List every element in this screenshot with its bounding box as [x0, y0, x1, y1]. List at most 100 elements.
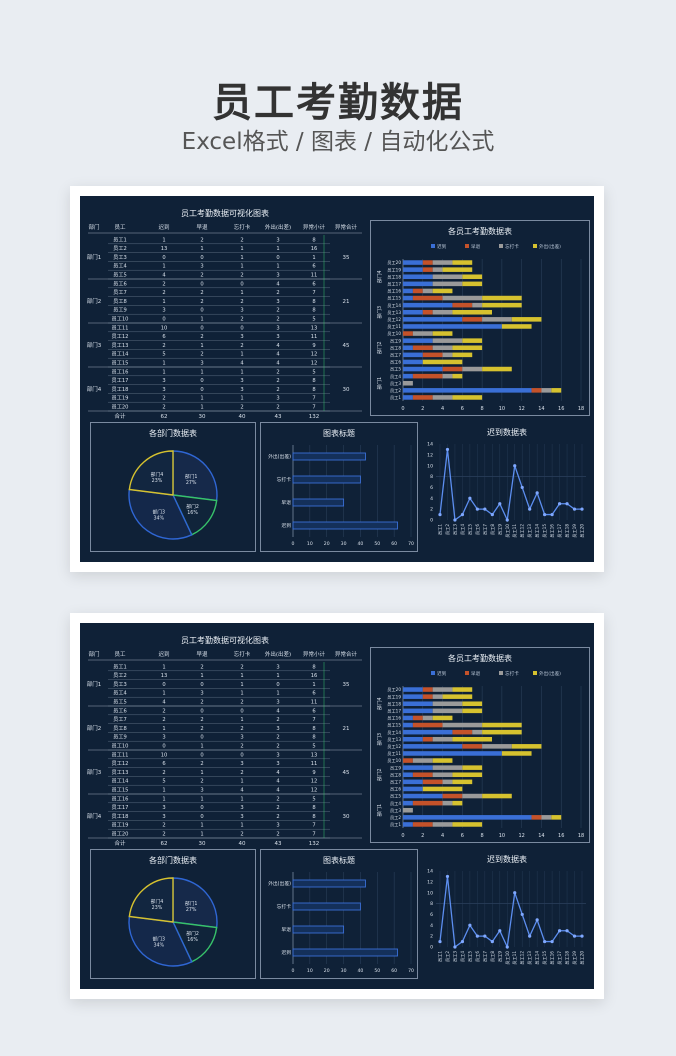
table-cell: 2: [162, 717, 165, 723]
table-cell: 3: [240, 334, 243, 340]
bar-segment: [412, 800, 443, 806]
table-cell: 1: [162, 664, 165, 670]
table-cell: 4: [276, 361, 280, 367]
y-tick-label: 10: [427, 463, 433, 469]
table-cell: 员工20: [112, 404, 129, 411]
table-footer-cell: 40: [239, 414, 246, 420]
y-tick-label: 8: [430, 901, 433, 907]
table-cell: 3: [240, 308, 243, 314]
table-cell: 0: [240, 281, 243, 287]
x-tick-label: 0: [292, 541, 295, 547]
table-cell: 1: [162, 796, 165, 802]
x-tick-label: 员工11: [512, 951, 518, 965]
table-cell: 5: [162, 779, 165, 785]
hbar-title: 图表标题: [323, 429, 355, 438]
table-dept-cell: 部门2: [87, 297, 102, 305]
bar-segment: [403, 744, 463, 749]
table-cell: 2: [276, 308, 279, 314]
pie-title: 各部门数据表: [149, 856, 197, 865]
data-point: [475, 934, 479, 938]
table-cell: 6: [312, 708, 315, 714]
bar-segment: [403, 359, 423, 365]
y-tick-label: 员工13: [387, 310, 401, 316]
table-cell: 1: [276, 246, 279, 252]
dashboard-title: 员工考勤数据可视化图表: [181, 636, 269, 645]
table-cell: 2: [200, 334, 203, 340]
table-cell: 3: [276, 396, 279, 402]
table-dept-cell: 部门2: [87, 724, 102, 732]
table-cell: 3: [276, 273, 279, 279]
x-tick-label: 10: [307, 541, 313, 547]
legend-swatch: [499, 244, 503, 248]
table-cell: 1: [200, 770, 203, 776]
table-cell: 2: [200, 700, 203, 706]
bar-segment: [432, 345, 453, 351]
x-tick-label: 12: [518, 833, 524, 839]
table-cell: 10: [161, 752, 168, 758]
y-tick-label: 14: [427, 869, 433, 875]
legend-swatch: [533, 244, 537, 248]
y-tick-label: 员工3: [390, 381, 401, 387]
bar-segment: [403, 815, 532, 820]
dept-group-label: 部门2: [376, 341, 383, 354]
series-line: [439, 449, 582, 523]
table-header-cell: 外出(出差): [265, 223, 291, 231]
bar-segment: [432, 267, 443, 272]
x-tick-label: 员工9: [497, 524, 503, 535]
table-cell: 2: [240, 343, 243, 349]
table-header-cell: 早退: [196, 223, 208, 231]
bar-segment: [403, 373, 413, 379]
pie-label: 部门4: [151, 471, 164, 478]
table-footer-cell: 40: [239, 841, 246, 847]
data-point: [572, 934, 577, 938]
bar-segment: [462, 701, 483, 707]
dashboard-title: 员工考勤数据可视化图表: [181, 209, 269, 218]
bar-segment: [452, 736, 492, 742]
table-cell: 4: [162, 700, 166, 706]
dept-group-label: 部门4: [376, 697, 383, 710]
x-tick-label: 10: [499, 833, 505, 839]
y-tick-label: 员工10: [387, 758, 401, 764]
y-tick-label: 4: [430, 496, 433, 502]
table-cell: 12: [311, 779, 318, 785]
x-tick-label: 14: [538, 406, 544, 412]
bar-segment: [403, 317, 463, 322]
table-cell: 员工17: [112, 377, 129, 384]
table-cell: 1: [240, 779, 243, 785]
table-cell: 1: [312, 255, 315, 261]
table-cell: 2: [276, 405, 279, 411]
x-tick-label: 员工18: [565, 524, 571, 538]
table-cell: 4: [240, 788, 244, 794]
data-point: [460, 939, 465, 944]
bar-segment: [432, 694, 443, 699]
bar-segment: [452, 822, 483, 827]
y-tick-label: 员工7: [390, 352, 401, 358]
table-header-cell: 异常合计: [335, 650, 358, 658]
table-footer-cell: 30: [199, 414, 206, 420]
table-cell: 8: [312, 664, 315, 670]
x-tick-label: 员工11: [512, 524, 518, 538]
table-cell: 3: [276, 325, 279, 331]
table-cell: 员工1: [113, 663, 127, 670]
table-cell: 1: [162, 691, 165, 697]
table-cell: 员工12: [112, 760, 129, 767]
table-cell: 2: [276, 317, 279, 323]
bar-segment: [403, 722, 413, 728]
table-header-cell: 外出(出差): [265, 650, 291, 658]
x-tick-label: 员工16: [550, 524, 556, 538]
x-tick-label: 18: [578, 833, 584, 839]
legend-label: 忘打卡: [505, 670, 519, 677]
table-footer-cell: 合计: [114, 839, 126, 847]
table-cell: 1: [240, 396, 243, 402]
table-cell: 员工14: [112, 351, 130, 358]
table-cell: 2: [240, 770, 243, 776]
table-cell: 1: [276, 264, 279, 270]
bar-segment: [432, 758, 453, 763]
table-cell: 员工16: [112, 795, 129, 802]
y-tick-label: 员工20: [387, 687, 401, 693]
stacked-bar-chart: 迟到 早退 忘打卡 外出(出差) 0 2 4 6 8 10 12 14 16 18 员工1员工2员工3员工4…: [376, 243, 584, 412]
bar-segment: [442, 373, 453, 379]
x-tick-label: 0: [401, 833, 404, 839]
x-tick-label: 12: [518, 406, 524, 412]
